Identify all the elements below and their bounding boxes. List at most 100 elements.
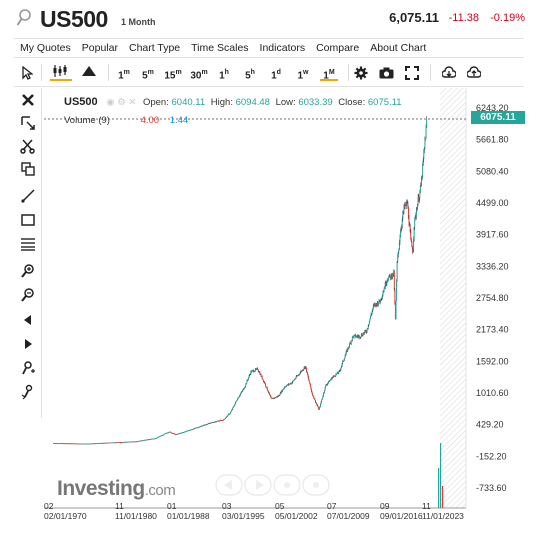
candle-body [239, 394, 241, 396]
candle-body [379, 299, 381, 302]
candle-body [324, 386, 326, 391]
interval-30m-button[interactable]: 30m [190, 69, 208, 82]
candle-body [214, 421, 216, 423]
legend-eye-icon[interactable]: ◉ ⚙ ✕ [106, 97, 137, 108]
candle-body [119, 442, 121, 443]
candle-body [228, 414, 230, 415]
price-change-percent: -0.19% [490, 12, 525, 24]
candle-body [88, 443, 90, 445]
candle-body [217, 420, 219, 422]
interval-1m-button[interactable]: 1m [118, 69, 130, 82]
scroll-right-icon[interactable] [20, 336, 36, 352]
interval-1w-button[interactable]: 1w [297, 69, 309, 82]
fibonacci-lines-icon[interactable] [20, 236, 36, 252]
y-tick-label: 6243.20 [476, 103, 509, 113]
copy-icon[interactable] [20, 161, 36, 177]
candle-body [102, 442, 104, 444]
candle-body [409, 225, 411, 227]
menu-time-scales[interactable]: Time Scales [191, 42, 249, 54]
candle-body [297, 375, 299, 377]
scissors-icon[interactable] [20, 138, 36, 154]
candle-body [342, 361, 344, 362]
cloud-download-icon[interactable] [442, 66, 456, 80]
interval-5h-button[interactable]: 5h [245, 69, 255, 82]
candle-body [262, 378, 264, 380]
candle-body [105, 442, 107, 444]
zoom-out-icon[interactable] [20, 287, 36, 303]
candle-body [269, 394, 271, 396]
price-chart[interactable]: 6243.20 5661.80 5080.40 4499.00 3917.60 3336.… [44, 88, 534, 520]
candle-body [151, 438, 153, 440]
menu-indicators[interactable]: Indicators [259, 42, 306, 54]
candle-body [218, 420, 220, 422]
candle-body [296, 375, 298, 377]
candle-body [96, 443, 98, 445]
interval-1mo-button[interactable]: 1M [320, 64, 338, 81]
interval-15m-button[interactable]: 15m [164, 69, 182, 82]
candle-body [164, 433, 166, 435]
candle-body [257, 369, 259, 372]
candle-body [100, 443, 102, 444]
trend-line-icon[interactable] [20, 188, 36, 204]
candle-body [321, 398, 323, 400]
candle-body [242, 389, 244, 391]
menu-about-chart[interactable]: About Chart [370, 42, 427, 54]
menu-my-quotes[interactable]: My Quotes [20, 42, 71, 54]
candle-body [117, 442, 119, 443]
candle-body [63, 443, 65, 445]
candle-body [195, 427, 197, 429]
candle-body [114, 442, 116, 444]
interval-5m-button[interactable]: 5m [142, 69, 154, 82]
candle-body [380, 298, 382, 300]
candle-body [136, 441, 138, 443]
symbol-title: US500 [40, 6, 108, 32]
cursor-icon[interactable] [21, 66, 33, 80]
candle-body [416, 209, 418, 211]
candle-body [171, 432, 173, 434]
candle-body [109, 442, 111, 444]
candle-body [194, 428, 196, 429]
candle-body [400, 228, 402, 231]
candle-body [407, 203, 409, 208]
camera-icon[interactable] [379, 67, 394, 79]
candle-body [248, 377, 250, 380]
candle-body [411, 241, 413, 248]
fullscreen-icon[interactable] [405, 66, 419, 80]
candle-body [265, 383, 267, 387]
candle-body [89, 443, 91, 445]
crosshair-cursor-icon[interactable] [20, 115, 36, 131]
candle-body [176, 434, 178, 435]
candle-body [236, 399, 238, 401]
interval-1d-button[interactable]: 1d [271, 69, 281, 82]
candle-body [178, 433, 180, 435]
menu-popular[interactable]: Popular [81, 42, 118, 54]
area-chart-button[interactable] [80, 64, 98, 81]
interval-1h-button[interactable]: 1h [219, 69, 229, 82]
scroll-left-icon[interactable] [20, 312, 36, 328]
magnet-icon[interactable] [20, 360, 36, 376]
candle-body [182, 432, 184, 433]
candle-body [291, 382, 293, 384]
candle-body [63, 443, 65, 445]
candle-body [271, 398, 273, 399]
candlestick-chart-button[interactable] [50, 64, 72, 81]
menu-compare[interactable]: Compare [316, 42, 360, 54]
candle-body [265, 386, 267, 388]
rectangle-icon[interactable] [20, 212, 36, 228]
candle-body [398, 248, 400, 252]
candle-body [170, 432, 172, 433]
candle-body [344, 356, 346, 359]
candle-body [115, 442, 117, 444]
menu-chart-type[interactable]: Chart Type [128, 42, 181, 54]
x-tick-label: 05/01/2002 [275, 511, 318, 520]
zoom-in-icon[interactable] [20, 263, 36, 279]
gear-icon[interactable] [354, 66, 368, 80]
lock-drawings-icon[interactable] [20, 384, 36, 400]
search-icon[interactable] [16, 9, 32, 27]
candle-body [116, 442, 118, 444]
close-icon[interactable] [20, 92, 36, 108]
candle-body [107, 442, 109, 444]
cloud-upload-icon[interactable] [467, 66, 481, 80]
scroll-buttons[interactable] [214, 473, 334, 497]
candle-body [168, 432, 170, 434]
